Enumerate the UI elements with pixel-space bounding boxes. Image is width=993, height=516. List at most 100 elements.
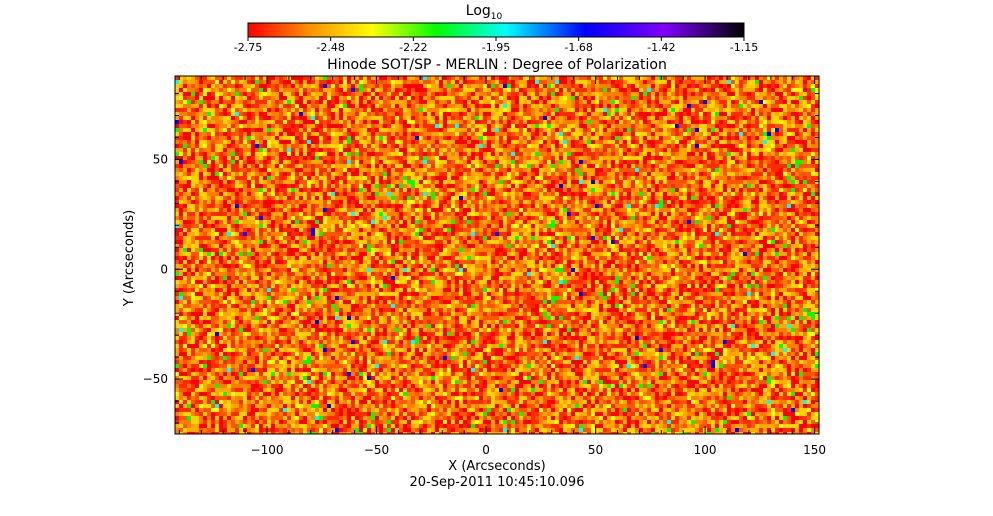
heatmap-cell [359,76,363,80]
heatmap-cell [687,156,691,160]
heatmap-cell [451,152,455,156]
heatmap-cell [275,168,279,172]
heatmap-cell [543,152,547,156]
heatmap-cell [731,80,735,84]
heatmap-cell [327,120,331,124]
heatmap-cell [699,144,703,148]
heatmap-cell [463,128,467,132]
heatmap-cell [543,164,547,168]
heatmap-cell [563,116,567,120]
heatmap-cell [663,192,667,196]
heatmap-cell [539,152,543,156]
heatmap-cell [203,128,207,132]
heatmap-cell [555,132,559,136]
heatmap-cell [663,76,667,80]
heatmap-cell [579,100,583,104]
heatmap-cell [419,152,423,156]
heatmap-cell [711,120,715,124]
heatmap-cell [243,136,247,140]
heatmap-cell [455,112,459,116]
heatmap-cell [207,88,211,92]
heatmap-cell [275,108,279,112]
heatmap-cell [267,132,271,136]
heatmap-cell [563,160,567,164]
heatmap-cell [207,144,211,148]
heatmap-cell [495,120,499,124]
heatmap-cell [571,92,575,96]
heatmap-cell [251,184,255,188]
heatmap-cell [531,188,535,192]
heatmap-cell [579,116,583,120]
heatmap-cell [703,116,707,120]
heatmap-cell [543,172,547,176]
heatmap-cell [319,96,323,100]
heatmap-cell [391,184,395,188]
heatmap-cell [467,184,471,188]
heatmap-cell [491,176,495,180]
heatmap-cell [811,136,815,140]
heatmap-cell [251,100,255,104]
heatmap-cell [579,76,583,80]
heatmap-cell [451,144,455,148]
heatmap-cell [735,88,739,92]
heatmap-cell [291,148,295,152]
heatmap-cell [223,108,227,112]
heatmap-cell [619,176,623,180]
heatmap-cell [691,108,695,112]
heatmap-cell [223,104,227,108]
heatmap-cell [199,124,203,128]
heatmap-cell [763,156,767,160]
heatmap-cell [787,180,791,184]
heatmap-cell [247,96,251,100]
heatmap-cell [399,160,403,164]
heatmap-cell [695,160,699,164]
heatmap-cell [779,188,783,192]
heatmap-cell [555,140,559,144]
heatmap-cell [747,96,751,100]
heatmap-cell [267,108,271,112]
heatmap-cell [659,172,663,176]
heatmap-cell [687,192,691,196]
heatmap-cell [187,88,191,92]
heatmap-cell [399,120,403,124]
heatmap-cell [563,108,567,112]
heatmap-cell [227,144,231,148]
heatmap-cell [643,112,647,116]
heatmap-cell [515,96,519,100]
heatmap-cell [351,156,355,160]
heatmap-cell [791,140,795,144]
heatmap-cell [199,176,203,180]
heatmap-cell [471,136,475,140]
heatmap-cell [327,176,331,180]
heatmap-cell [595,140,599,144]
heatmap-cell [639,196,643,200]
heatmap-cell [683,128,687,132]
heatmap-cell [815,168,819,172]
heatmap-cell [507,160,511,164]
heatmap-cell [515,124,519,128]
heatmap-cell [491,104,495,108]
heatmap-cell [379,180,383,184]
heatmap-cell [627,76,631,80]
heatmap-cell [775,188,779,192]
heatmap-cell [475,176,479,180]
heatmap-cell [315,76,319,80]
heatmap-cell [371,184,375,188]
heatmap-cell [567,136,571,140]
heatmap-cell [191,100,195,104]
heatmap-cell [431,124,435,128]
heatmap-cell [331,120,335,124]
heatmap-cell [787,100,791,104]
heatmap-cell [503,172,507,176]
heatmap-cell [675,196,679,200]
heatmap-cell [375,112,379,116]
heatmap-cell [435,160,439,164]
heatmap-cell [507,180,511,184]
heatmap-cell [611,84,615,88]
heatmap-cell [815,148,819,152]
heatmap-cell [459,184,463,188]
heatmap-cell [259,192,263,196]
heatmap-cell [611,100,615,104]
heatmap-cell [623,92,627,96]
heatmap-cell [779,100,783,104]
